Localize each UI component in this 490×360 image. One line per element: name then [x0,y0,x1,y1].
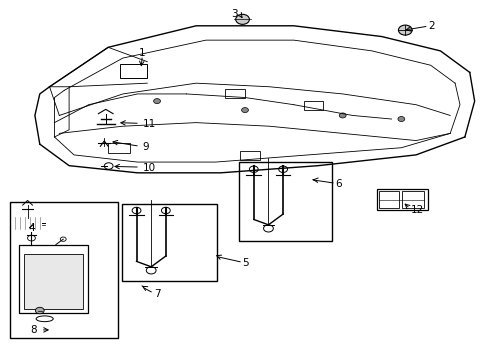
Text: 5: 5 [243,258,249,268]
Circle shape [236,14,249,24]
Bar [402,191,424,208]
Text: 9: 9 [143,142,149,152]
Bar [304,101,323,110]
Bar [10,202,118,338]
Text: 2: 2 [428,21,435,31]
Text: 10: 10 [143,163,155,173]
Bar [19,244,88,313]
Bar [377,189,428,211]
Circle shape [242,108,248,113]
Bar [225,89,245,98]
Text: 8: 8 [31,325,37,335]
Circle shape [398,117,405,122]
Bar [108,143,130,153]
Text: 6: 6 [335,179,342,189]
Circle shape [35,307,44,314]
Text: 7: 7 [155,289,161,299]
Text: 12: 12 [411,206,424,216]
Bar [240,151,260,160]
Bar [121,64,147,78]
Text: 4: 4 [28,224,35,233]
Text: 11: 11 [143,119,156,129]
Bar [122,204,217,281]
Bar [24,253,83,309]
Circle shape [154,99,160,104]
Circle shape [398,25,412,35]
Bar [13,217,42,230]
Text: 3: 3 [231,9,238,19]
Circle shape [339,113,346,118]
Bar [379,191,399,208]
Text: 1: 1 [139,48,146,58]
Bar [239,162,332,241]
